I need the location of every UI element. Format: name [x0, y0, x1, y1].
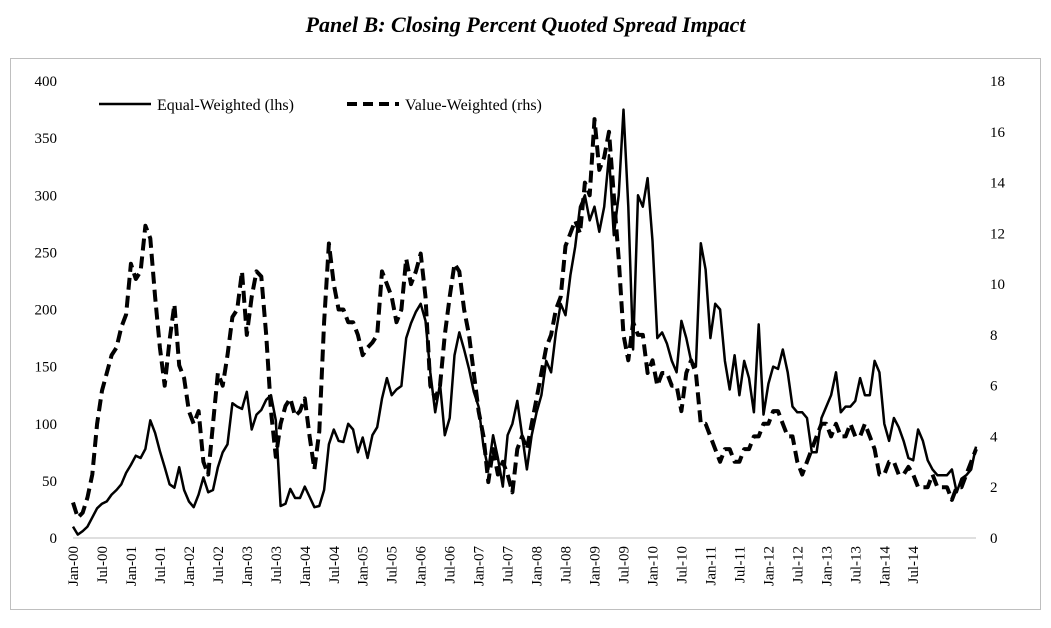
x-tick-label: Jan-11 [703, 546, 719, 585]
axes: 0 50 100 150 200 250 300 350 400 0 2 4 6 8 10 12 14 16 18 J… [35, 74, 1006, 586]
y-right-tick-label: 8 [990, 328, 998, 344]
x-tick-label: Jul-08 [559, 546, 575, 584]
y-left-tick-label: 300 [35, 188, 58, 204]
x-tick-label: Jan-00 [66, 546, 82, 586]
y-right-tick-label: 12 [990, 226, 1005, 242]
y-left-tick-label: 200 [35, 303, 58, 319]
y-right-tick-label: 6 [990, 379, 998, 395]
x-tick-label: Jan-09 [588, 546, 604, 586]
chart-title: Panel B: Closing Percent Quoted Spread I… [305, 12, 746, 37]
y-left-tick-label: 50 [42, 474, 57, 490]
legend-label: Equal-Weighted (lhs) [157, 97, 294, 114]
legend: Equal-Weighted (lhs) Value-Weighted (rhs) [99, 97, 542, 114]
y-right-tick-label: 0 [990, 531, 998, 547]
x-tick-label: Jul-07 [501, 546, 517, 584]
x-tick-label: Jan-10 [645, 546, 661, 586]
legend-label: Value-Weighted (rhs) [405, 97, 542, 114]
x-tick-label: Jul-06 [443, 546, 459, 584]
y-left-tick-label: 400 [35, 74, 58, 90]
x-tick-label: Jul-09 [616, 546, 632, 584]
line-chart: 0 50 100 150 200 250 300 350 400 0 2 4 6 8 10 12 14 16 18 J… [35, 74, 1006, 586]
x-tick-label: Jan-07 [472, 546, 488, 586]
x-tick-label: Jan-12 [761, 546, 777, 586]
x-tick-label: Jul-02 [211, 546, 227, 584]
x-tick-label: Jul-14 [906, 546, 922, 584]
chart-frame: 0 50 100 150 200 250 300 350 400 0 2 4 6 8 10 12 14 16 18 J… [10, 58, 1041, 610]
x-tick-label: Jan-02 [182, 546, 198, 586]
y-left-tick-label: 350 [35, 131, 58, 147]
x-tick-label: Jan-14 [877, 546, 893, 586]
y-right-tick-label: 4 [990, 429, 998, 445]
x-tick-label: Jan-08 [530, 546, 546, 586]
y-left-tick-label: 250 [35, 245, 58, 261]
x-tick-label: Jan-03 [240, 546, 256, 586]
series-line-value-weighted [71, 117, 978, 520]
y-right-tick-label: 16 [990, 125, 1006, 141]
y-right-tick-label: 18 [990, 74, 1005, 90]
y-right-tick-label: 10 [990, 277, 1005, 293]
x-tick-label: Jan-06 [414, 546, 430, 586]
x-tick-label: Jul-10 [674, 546, 690, 584]
x-tick-label: Jul-12 [790, 546, 806, 584]
y-right-tick-label: 14 [990, 176, 1006, 192]
series-line-equal-weighted [71, 108, 978, 536]
x-tick-label: Jan-04 [298, 546, 314, 586]
x-tick-label: Jul-03 [269, 546, 285, 584]
x-tick-label: Jul-01 [153, 546, 169, 584]
y-left-tick-label: 150 [35, 360, 58, 376]
x-tick-label: Jul-11 [732, 546, 748, 583]
x-tick-label: Jan-01 [124, 546, 140, 586]
series-layer [71, 108, 978, 536]
x-tick-label: Jan-05 [356, 546, 372, 586]
y-left-tick-label: 100 [35, 417, 58, 433]
x-tick-label: Jul-05 [385, 546, 401, 584]
x-tick-label: Jul-13 [848, 546, 864, 584]
x-tick-label: Jan-13 [819, 546, 835, 586]
y-left-tick-label: 0 [50, 531, 58, 547]
y-right-tick-label: 2 [990, 480, 998, 496]
x-tick-label: Jul-00 [95, 546, 111, 584]
x-tick-label: Jul-04 [327, 546, 343, 584]
